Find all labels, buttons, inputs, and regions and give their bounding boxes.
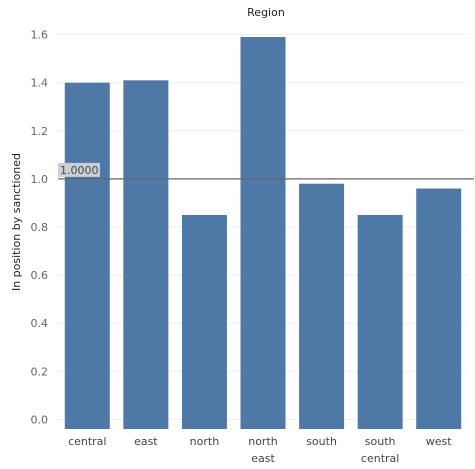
bar: [240, 37, 286, 430]
x-tick-label: south: [306, 435, 337, 448]
reference-label-background: [58, 162, 100, 177]
y-tick-label: 1.4: [31, 77, 49, 90]
y-tick-label: 1.0: [31, 173, 49, 186]
x-tick-label: east: [134, 435, 158, 448]
y-axis-title: In position by sanctioned: [10, 153, 23, 291]
y-axis-ticks: 0.0 0.2 0.4 0.6 0.8 1.0 1.2 1.4 1.6: [31, 29, 49, 427]
y-tick-label: 1.2: [31, 125, 49, 138]
y-tick-label: 0.6: [31, 269, 49, 282]
bars: [64, 37, 462, 430]
y-tick-label: 1.6: [31, 29, 49, 42]
y-tick-label: 0.0: [31, 413, 49, 426]
bar: [299, 183, 345, 429]
x-tick-label: east: [251, 452, 275, 465]
bar: [416, 188, 462, 429]
chart-title: Region: [247, 6, 285, 19]
x-tick-label: west: [426, 435, 452, 448]
y-tick-label: 0.8: [31, 221, 49, 234]
reference-line-group: 1.0000: [58, 162, 474, 180]
bar: [64, 82, 110, 429]
reference-line-label: 1.0000: [60, 164, 99, 177]
x-tick-label: north: [190, 435, 220, 448]
bar: [123, 80, 169, 430]
y-tick-label: 0.4: [31, 317, 49, 330]
x-tick-label: south: [365, 435, 396, 448]
x-tick-label: central: [68, 435, 106, 448]
x-axis-labels: central east north north east south south centr…: [68, 435, 452, 465]
bar: [357, 214, 403, 429]
bar: [181, 214, 227, 429]
x-tick-label: central: [361, 452, 399, 465]
x-tick-label: north: [248, 435, 278, 448]
y-tick-label: 0.2: [31, 365, 49, 378]
